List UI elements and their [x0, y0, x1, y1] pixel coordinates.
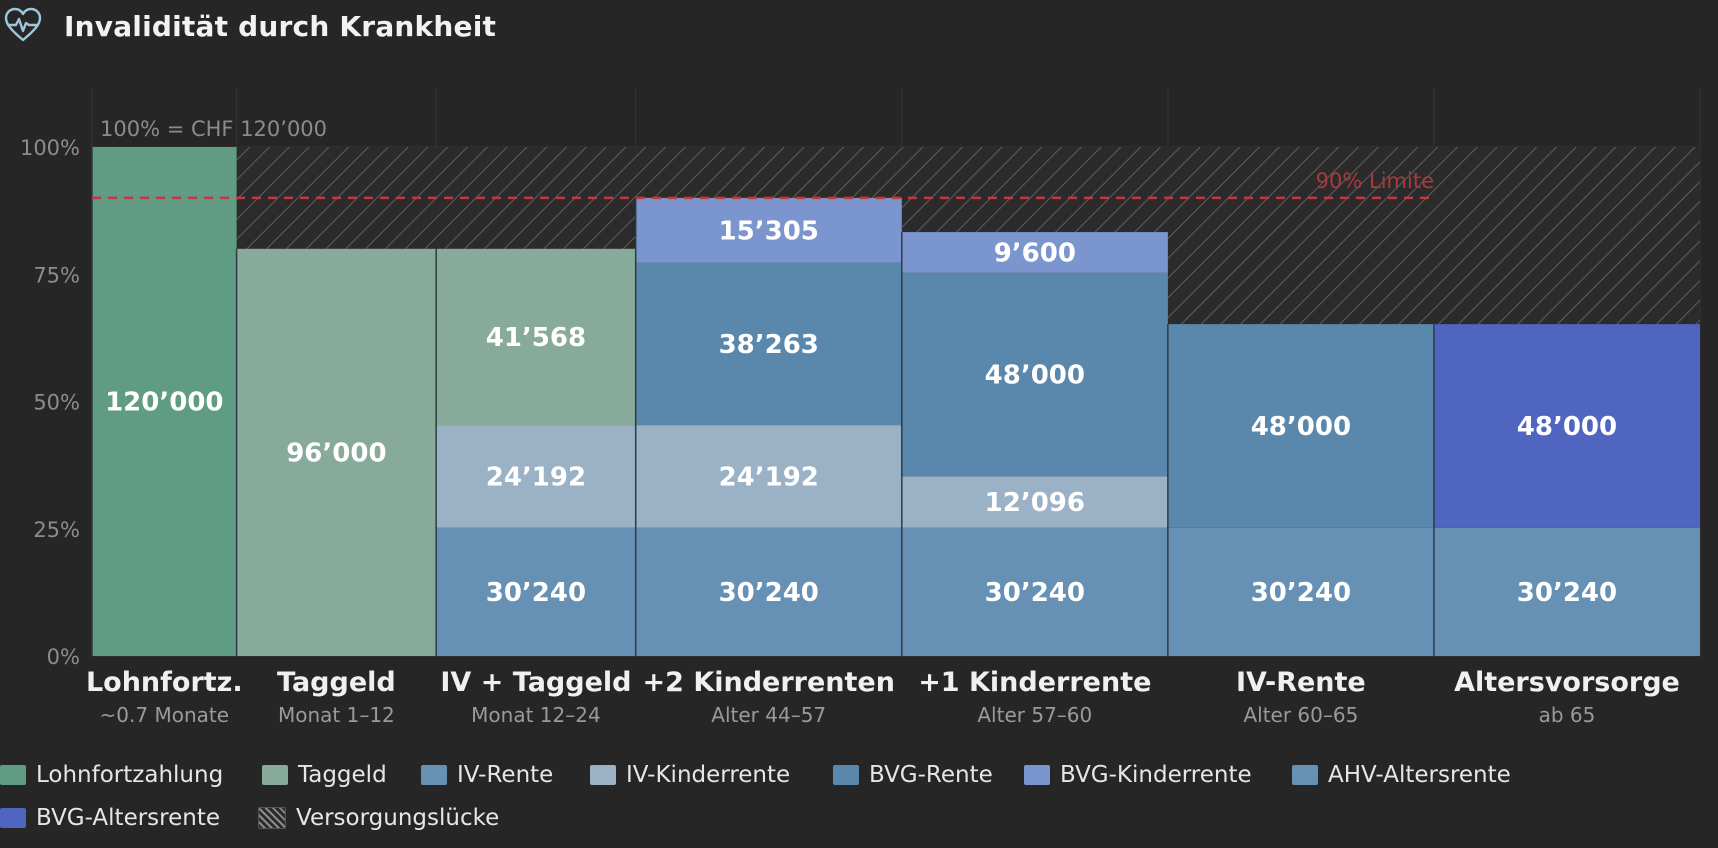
x-tick-sublabel: ab 65 [1539, 703, 1596, 727]
x-tick-sublabel: Monat 1–12 [278, 703, 395, 727]
legend-item[interactable]: IV-Kinderrente [590, 758, 790, 792]
page-title: Invalidität durch Krankheit [64, 9, 497, 43]
y-tick-label: 75% [33, 263, 80, 287]
heart-pulse-icon [0, 3, 46, 49]
data-label: 9’600 [994, 238, 1076, 268]
data-label: 12’096 [985, 488, 1085, 518]
data-label: 48’000 [1251, 412, 1351, 442]
data-label: 38’263 [719, 330, 819, 360]
gap-hatch [1167, 147, 1434, 325]
data-label: 24’192 [719, 462, 819, 492]
legend-swatch [421, 765, 447, 785]
x-tick-label: Taggeld [277, 667, 396, 698]
legend-label: AHV-Altersrente [1328, 762, 1511, 788]
x-tick-label: Lohnfortz. [86, 667, 243, 698]
bar-segment [436, 425, 636, 528]
gap-hatch [436, 147, 636, 249]
x-tick-label: +2 Kinderrenten [643, 667, 895, 698]
legend-label: BVG-Kinderrente [1060, 762, 1252, 788]
legend-label: BVG-Altersrente [36, 805, 220, 831]
x-tick-sublabel: Monat 12–24 [471, 703, 601, 727]
legend-swatch [833, 765, 859, 785]
bar-segment [901, 476, 1168, 528]
y-tick-label: 50% [33, 391, 80, 415]
bar-segment [635, 527, 902, 656]
data-label: 30’240 [985, 578, 1085, 608]
legend-label: Versorgungslücke [296, 805, 500, 831]
bar-segment [901, 272, 1168, 477]
gap-hatch [1433, 147, 1700, 325]
data-label: 120’000 [105, 388, 223, 418]
data-label: 96’000 [286, 438, 386, 468]
data-label: 30’240 [719, 578, 819, 608]
data-label: 30’240 [486, 578, 586, 608]
bar-segment [1433, 527, 1700, 656]
legend-item[interactable]: BVG-Kinderrente [1024, 758, 1252, 792]
data-label: 24’192 [486, 462, 586, 492]
bar-segment [92, 147, 237, 656]
y-tick-label: 25% [33, 518, 80, 542]
legend-label: IV-Rente [457, 762, 554, 788]
legend-item[interactable]: Lohnfortzahlung [0, 758, 223, 792]
legend-item[interactable]: BVG-Altersrente [0, 801, 220, 835]
bar-segment [635, 197, 902, 263]
legend-swatch [1024, 765, 1050, 785]
legend-swatch [0, 808, 26, 828]
data-label: 15’305 [719, 216, 819, 246]
bar-segment [1167, 527, 1434, 656]
chart-legend: Lohnfortzahlung Taggeld IV-Rente IV-Kinderr… [0, 758, 1718, 848]
y-tick-label: 0% [47, 645, 80, 669]
bar-segment [1433, 324, 1700, 528]
bar-segment [901, 232, 1168, 273]
legend-label: Taggeld [298, 762, 387, 788]
chart-header: Invalidität durch Krankheit [0, 0, 496, 52]
data-label: 48’000 [1517, 412, 1617, 442]
legend-item[interactable]: BVG-Rente [833, 758, 993, 792]
x-tick-label: +1 Kinderrente [918, 667, 1151, 698]
bar-segment [436, 248, 636, 426]
y-tick-label: 100% [20, 136, 80, 160]
bar-segment [436, 527, 636, 656]
bar-segment [901, 527, 1168, 656]
limit-label: 90% Limite [1316, 169, 1434, 193]
legend-label: IV-Kinderrente [626, 762, 791, 788]
gap-hatch [635, 147, 902, 198]
legend-label: BVG-Rente [869, 762, 993, 788]
data-label: 30’240 [1517, 578, 1617, 608]
x-tick-sublabel: ~0.7 Monate [100, 703, 230, 727]
gap-hatch [901, 147, 1168, 233]
base-annotation: 100% = CHF 120’000 [100, 117, 327, 141]
chart-plot: 120’000 96’000 30’240 24’192 41’568 30’240 24’… [20, 88, 1701, 727]
legend-swatch [1292, 765, 1318, 785]
x-tick-sublabel: Alter 44–57 [711, 703, 826, 727]
data-label: 41’568 [486, 323, 586, 353]
legend-item[interactable]: IV-Rente [421, 758, 553, 792]
legend-label: Lohnfortzahlung [36, 762, 224, 788]
x-tick-label: IV + Taggeld [440, 667, 631, 698]
legend-swatch [258, 807, 286, 829]
bar-segment [635, 262, 902, 426]
legend-swatch [590, 765, 616, 785]
data-label: 30’240 [1251, 578, 1351, 608]
x-tick-label: Altersvorsorge [1454, 667, 1680, 698]
legend-item[interactable]: AHV-Altersrente [1292, 758, 1511, 792]
data-label: 48’000 [985, 361, 1085, 391]
bar-segment [236, 248, 437, 657]
legend-swatch [262, 765, 288, 785]
x-tick-sublabel: Alter 60–65 [1243, 703, 1358, 727]
legend-swatch [0, 765, 26, 785]
legend-item[interactable]: Versorgungslücke [258, 801, 499, 835]
bar-segment [1167, 324, 1434, 528]
bar-segment [635, 425, 902, 528]
legend-item[interactable]: Taggeld [262, 758, 387, 792]
x-tick-label: IV-Rente [1236, 667, 1366, 698]
x-tick-sublabel: Alter 57–60 [977, 703, 1092, 727]
